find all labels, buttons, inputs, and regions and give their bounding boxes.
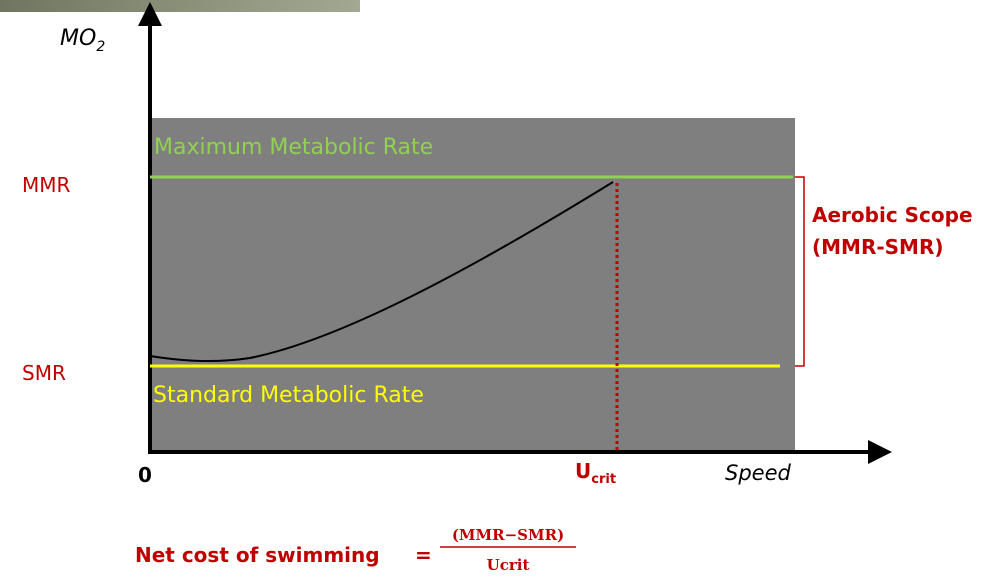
origin-label: 0: [138, 463, 152, 487]
scope-line1: Aerobic Scope: [812, 203, 973, 227]
formula-label: Net cost of swimming: [135, 543, 380, 567]
mmr-label: MMR: [22, 173, 71, 197]
x-label: Speed: [725, 461, 792, 485]
y-label-main: MO: [60, 26, 96, 51]
scope-line2: (MMR-SMR): [812, 235, 944, 259]
mmr-name: Maximum Metabolic Rate: [154, 135, 433, 160]
smr-name: Standard Metabolic Rate: [153, 383, 424, 408]
smr-label: SMR: [22, 361, 66, 385]
scope-bracket: [795, 176, 805, 367]
plot-area: [150, 118, 795, 452]
formula-denominator: Ucrit: [487, 556, 530, 574]
ucrit-label: Ucrit: [575, 459, 616, 487]
formula-equals: =: [415, 543, 432, 567]
y-label-sub: 2: [96, 39, 105, 55]
ucrit-sub: crit: [591, 472, 616, 487]
formula-numerator: (MMR−SMR): [452, 526, 564, 544]
mo2-curve: [149, 181, 614, 363]
ucrit-main: U: [575, 459, 591, 483]
photo-strip: [0, 0, 360, 12]
y-label: MO2: [60, 26, 105, 55]
